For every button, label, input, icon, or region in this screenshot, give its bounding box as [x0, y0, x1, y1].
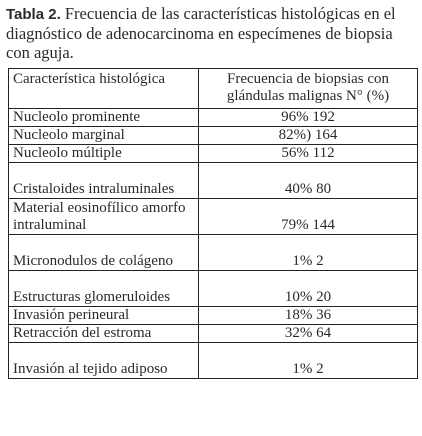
row-value: 40% 80	[198, 162, 418, 199]
row-feature: Material eosinofílico amorfo intralumina…	[8, 198, 199, 235]
table-row: Cristaloides intraluminales 40% 80	[8, 162, 418, 199]
table-row: Nucleolo prominente 96% 192	[8, 108, 418, 127]
row-feature: Nucleolo marginal	[8, 126, 199, 145]
row-feature: Invasión al tejido adiposo	[8, 342, 199, 379]
row-value: 79% 144	[198, 198, 418, 235]
table-header-row: Característica histológica Frecuencia de…	[8, 68, 418, 109]
table-caption: Tabla 2. Frecuencia de las característic…	[6, 4, 418, 62]
table-row: Nucleolo marginal 82%) 164	[8, 126, 418, 145]
table-row: Material eosinofílico amorfo intralumina…	[8, 198, 418, 235]
histology-table: Característica histológica Frecuencia de…	[8, 68, 418, 379]
table-row: Estructuras glomeruloides 10% 20	[8, 270, 418, 307]
row-value: 1% 2	[198, 234, 418, 271]
row-feature: Nucleolo múltiple	[8, 144, 199, 163]
row-feature: Nucleolo prominente	[8, 108, 199, 127]
table-label: Tabla 2.	[6, 6, 61, 23]
table-row: Micronodulos de colágeno 1% 2	[8, 234, 418, 271]
header-feature: Característica histológica	[8, 68, 199, 109]
row-value: 10% 20	[198, 270, 418, 307]
row-value: 56% 112	[198, 144, 418, 163]
row-value: 32% 64	[198, 324, 418, 343]
table-row: Invasión perineural 18% 36	[8, 306, 418, 325]
table-row: Invasión al tejido adiposo 1% 2	[8, 342, 418, 379]
row-value: 96% 192	[198, 108, 418, 127]
row-value: 18% 36	[198, 306, 418, 325]
row-feature: Retracción del estroma	[8, 324, 199, 343]
row-feature: Cristaloides intraluminales	[8, 162, 199, 199]
row-value: 1% 2	[198, 342, 418, 379]
table-caption-text: Frecuencia de las características histol…	[6, 4, 396, 62]
row-feature: Estructuras glomeruloides	[8, 270, 199, 307]
header-frequency: Frecuencia de biopsias con glándulas mal…	[198, 68, 418, 109]
row-feature: Micronodulos de colágeno	[8, 234, 199, 271]
row-feature: Invasión perineural	[8, 306, 199, 325]
row-value: 82%) 164	[198, 126, 418, 145]
table-row: Retracción del estroma 32% 64	[8, 324, 418, 343]
document-page: Tabla 2. Frecuencia de las característic…	[6, 4, 418, 379]
table-row: Nucleolo múltiple 56% 112	[8, 144, 418, 163]
